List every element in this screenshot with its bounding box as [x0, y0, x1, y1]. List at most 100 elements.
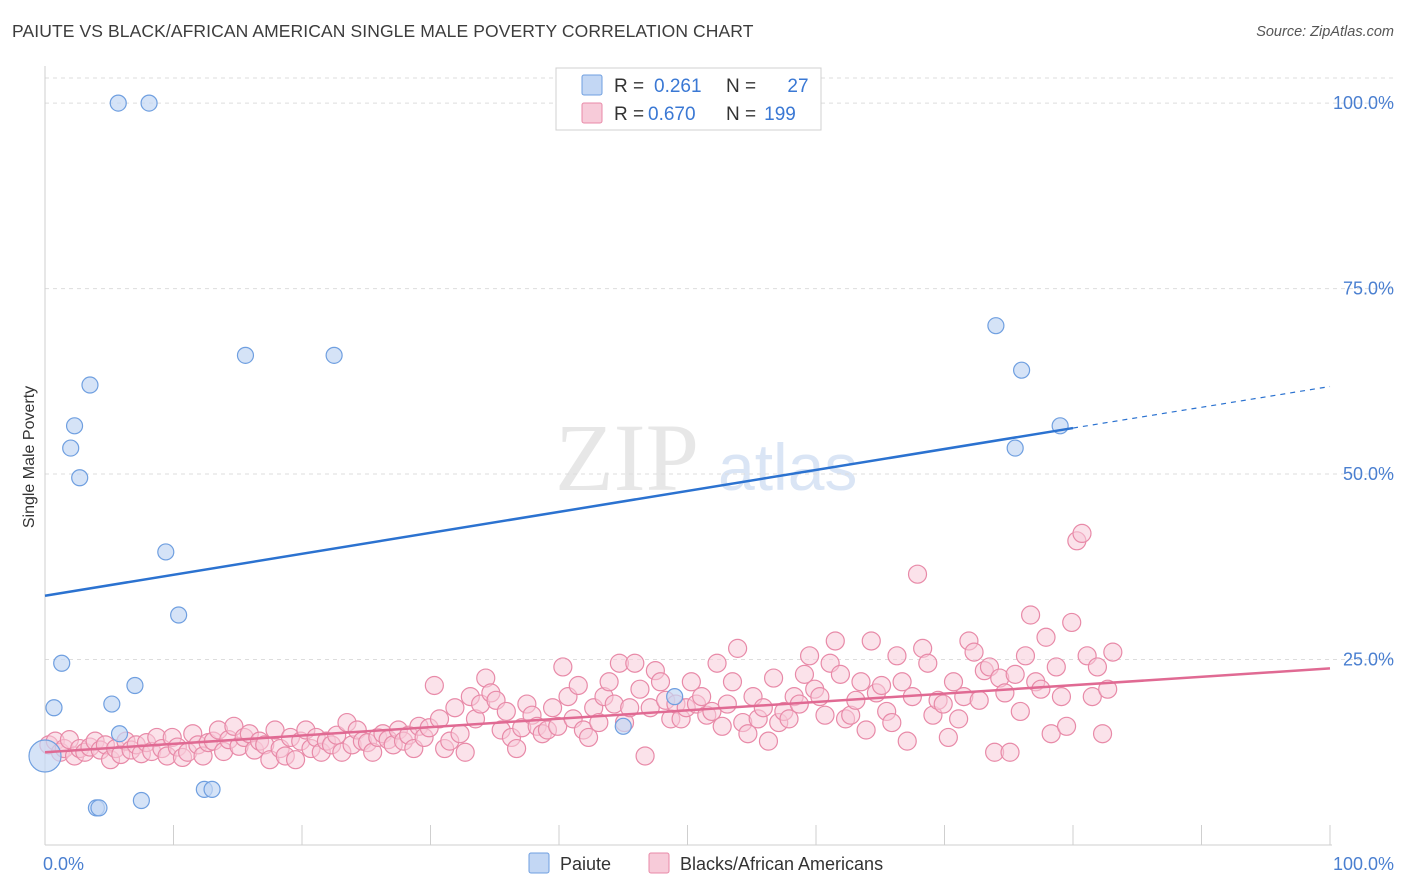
point-black-186: [995, 683, 1015, 703]
point-black-140: [758, 731, 779, 751]
point-paiute-1: [45, 699, 63, 717]
point-black-103: [568, 675, 588, 696]
bottom-legend-swatch-black: [648, 852, 670, 874]
point-paiute-13: [140, 94, 158, 112]
point-black-81: [455, 742, 475, 762]
point-black-107: [589, 712, 609, 733]
point-black-175: [938, 727, 958, 748]
point-black-113: [620, 698, 640, 718]
point-black-198: [1056, 716, 1077, 736]
point-black-89: [496, 701, 516, 722]
y-axis-title: Single Male Poverty: [21, 386, 38, 528]
y-tick-label-50: 50.0%: [1343, 464, 1394, 484]
point-black-116: [635, 746, 655, 766]
legend-n-value-1: 27: [787, 76, 808, 97]
point-black-44: [265, 720, 285, 740]
point-black-187: [1000, 742, 1020, 762]
point-black-144: [779, 709, 799, 729]
point-black-131: [712, 716, 732, 736]
point-black-139: [753, 698, 773, 718]
point-black-171: [918, 653, 938, 673]
point-black-98: [542, 698, 563, 718]
legend-swatch-black: [581, 102, 603, 124]
point-black-206: [1098, 679, 1118, 699]
point-paiute-19: [236, 346, 255, 364]
point-paiute-18: [203, 780, 221, 798]
legend-n-value-2: 199: [764, 104, 796, 125]
point-paiute-24: [1006, 439, 1024, 457]
point-black-176: [943, 672, 964, 692]
y-tick-label-75: 75.0%: [1343, 279, 1394, 299]
point-black-125: [681, 672, 701, 692]
point-black-166: [892, 672, 912, 692]
trend-lines: [44, 385, 1331, 754]
series-legend: Paiute Blacks/African Americans: [528, 852, 883, 874]
series-black-points: [39, 523, 1123, 770]
point-black-165: [887, 646, 907, 666]
point-paiute-5: [71, 469, 89, 487]
gridlines: [45, 77, 1394, 661]
point-black-197: [1051, 687, 1072, 707]
point-black-148: [799, 646, 820, 666]
point-black-127: [692, 687, 712, 707]
point-black-191: [1020, 605, 1041, 625]
point-paiute-23: [987, 317, 1005, 335]
point-paiute-14: [132, 791, 150, 810]
point-paiute-16: [170, 606, 188, 624]
point-black-129: [702, 701, 722, 722]
legend-r-label-2: R =: [614, 104, 644, 125]
point-black-136: [738, 724, 758, 744]
legend-swatch-paiute: [581, 74, 603, 96]
bottom-legend-black: Blacks/African Americans: [680, 854, 883, 874]
point-black-194: [1036, 627, 1056, 647]
point-black-109: [599, 672, 619, 692]
point-paiute-25: [1012, 361, 1031, 379]
point-black-159: [856, 720, 876, 740]
point-black-188: [1005, 664, 1025, 684]
point-black-75: [424, 675, 444, 696]
point-paiute-3: [62, 439, 80, 457]
point-black-141: [763, 668, 784, 688]
point-black-207: [1103, 642, 1123, 662]
series-paiute-points: [28, 94, 1069, 817]
point-black-153: [825, 631, 845, 651]
point-paiute-0: [28, 739, 62, 773]
point-black-177: [949, 709, 969, 729]
point-black-154: [830, 664, 851, 684]
watermark: ZIP atlas: [555, 404, 857, 511]
source-label: Source: ZipAtlas.com: [1256, 24, 1394, 40]
point-black-164: [882, 712, 902, 733]
point-paiute-15: [157, 543, 175, 561]
point-black-130: [707, 653, 727, 673]
point-black-204: [1087, 657, 1108, 677]
point-paiute-9: [103, 695, 121, 713]
point-black-167: [897, 731, 917, 751]
watermark-zip: ZIP: [555, 404, 699, 511]
point-black-105: [578, 727, 599, 748]
point-black-114: [625, 653, 645, 673]
point-black-133: [722, 672, 743, 692]
point-black-203: [1082, 687, 1102, 707]
point-black-48: [285, 750, 306, 770]
x-tick-label-max: 100.0%: [1333, 854, 1394, 874]
point-paiute-22: [666, 688, 684, 706]
point-black-190: [1015, 646, 1036, 666]
x-axis-ticks: [44, 825, 1331, 845]
point-black-205: [1092, 724, 1113, 744]
point-black-174: [933, 694, 953, 714]
point-black-79: [445, 698, 465, 718]
point-paiute-10: [110, 725, 129, 743]
point-paiute-8: [90, 799, 108, 817]
chart-title: PAIUTE VS BLACK/AFRICAN AMERICAN SINGLE …: [12, 21, 754, 41]
point-black-119: [650, 672, 671, 692]
legend-n-label-2: N =: [726, 104, 756, 125]
bottom-legend-swatch-paiute: [528, 852, 550, 874]
point-black-147: [794, 664, 815, 684]
correlation-legend: R = 0.261 N = 27 R = 0.670 N = 199: [555, 67, 822, 131]
point-paiute-21: [614, 717, 632, 735]
point-black-196: [1046, 657, 1066, 677]
trend-line-paiute-extension: [1072, 385, 1331, 429]
y-tick-labels: 25.0% 50.0% 75.0% 100.0%: [1333, 93, 1394, 669]
trend-line-paiute: [44, 426, 1074, 597]
